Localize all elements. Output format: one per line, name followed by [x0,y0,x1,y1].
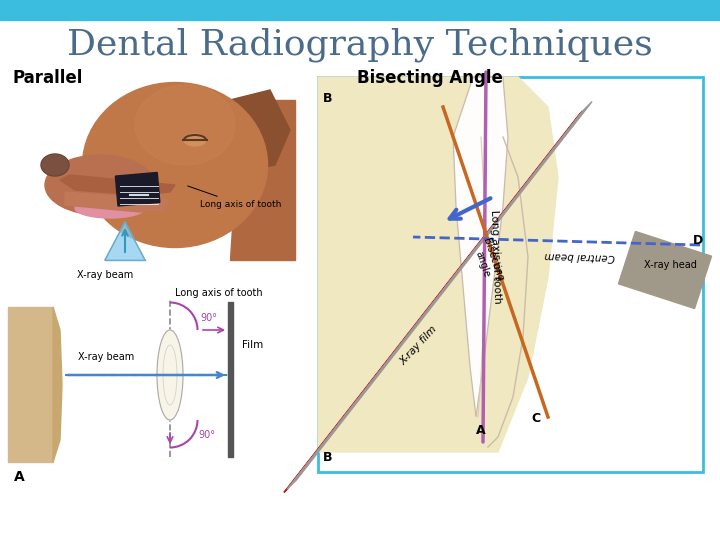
Text: Long axis of tooth: Long axis of tooth [188,186,282,209]
Text: Long axis of tooth: Long axis of tooth [175,288,263,298]
Text: Parallel: Parallel [12,69,82,87]
Text: A: A [476,424,486,437]
Polygon shape [453,77,508,417]
Text: Bisecting Angle: Bisecting Angle [357,69,503,87]
Text: X-ray beam: X-ray beam [77,270,133,280]
Ellipse shape [135,85,235,165]
Text: C: C [531,412,540,425]
Polygon shape [318,77,558,452]
Bar [8,307,53,462]
Text: B: B [323,451,333,464]
Text: Dental Radiography Techniques: Dental Radiography Techniques [67,28,653,62]
Text: 90°: 90° [200,313,217,323]
Text: X-ray film: X-ray film [399,324,439,367]
Ellipse shape [41,154,69,176]
Ellipse shape [45,155,155,215]
Text: Long axis of tooth: Long axis of tooth [489,210,503,304]
Text: 90°: 90° [198,430,215,440]
Bar [115,172,160,206]
Polygon shape [65,192,168,212]
Bar [228,302,233,457]
Text: A: A [14,470,24,484]
Ellipse shape [42,155,68,175]
Polygon shape [60,175,175,195]
Polygon shape [618,232,711,308]
Text: B: B [323,92,333,105]
Bar [0,0,720,20]
Text: X-ray beam: X-ray beam [78,352,134,362]
Polygon shape [230,100,295,260]
Polygon shape [287,102,592,489]
Polygon shape [284,111,582,492]
Polygon shape [105,222,145,260]
Polygon shape [53,307,62,462]
Ellipse shape [75,198,145,218]
Text: Bisecting
angle: Bisecting angle [470,237,505,287]
Text: Film: Film [242,340,264,350]
Text: X-ray head: X-ray head [644,260,696,270]
Polygon shape [225,90,290,170]
Ellipse shape [83,83,268,247]
Ellipse shape [157,330,183,420]
Text: Central beam: Central beam [544,250,616,262]
Bar [318,77,703,472]
Ellipse shape [184,134,206,146]
Text: D: D [693,234,703,247]
